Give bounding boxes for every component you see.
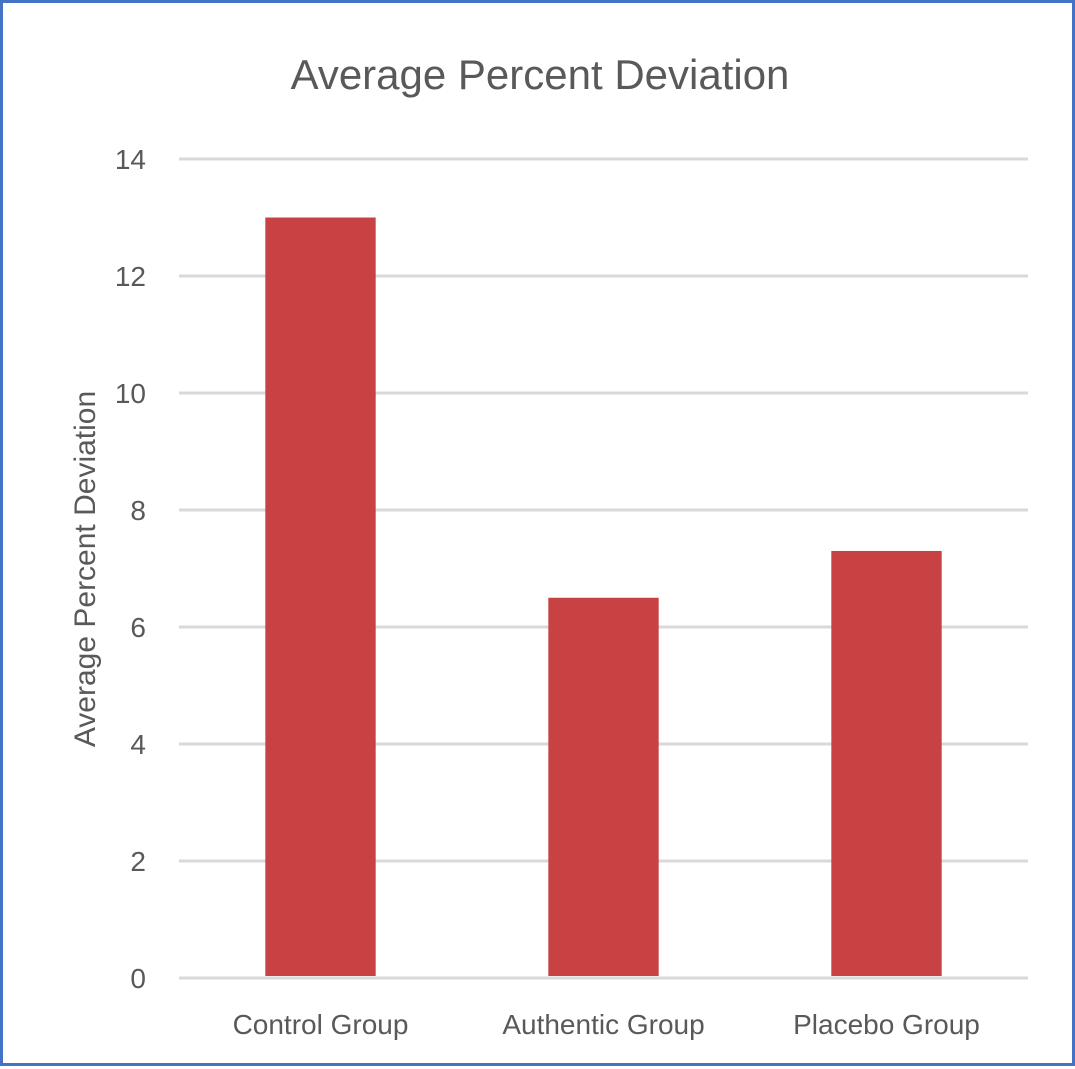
x-tick-label: Placebo Group xyxy=(793,1009,980,1040)
y-tick-label: 14 xyxy=(115,144,146,175)
y-tick-label: 6 xyxy=(130,612,146,643)
bar-placebo-group xyxy=(831,550,942,976)
y-tick-label: 4 xyxy=(130,729,146,760)
x-tick-label: Authentic Group xyxy=(502,1009,704,1040)
bars xyxy=(265,217,942,976)
chart-title: Average Percent Deviation xyxy=(291,51,790,98)
y-tick-labels: 0 2 4 6 8 10 12 14 xyxy=(115,144,146,994)
y-tick-label: 10 xyxy=(115,378,146,409)
x-tick-labels: Control Group Authentic Group Placebo Grou… xyxy=(233,1009,980,1040)
y-tick-label: 12 xyxy=(115,261,146,292)
y-tick-label: 2 xyxy=(130,846,146,877)
bar-authentic-group xyxy=(548,597,659,976)
bar-chart: Average Percent Deviation Average Percen… xyxy=(69,51,1028,1040)
y-tick-label: 0 xyxy=(130,963,146,994)
bar-control-group xyxy=(265,217,376,976)
y-axis-label: Average Percent Deviation xyxy=(69,391,102,747)
x-tick-label: Control Group xyxy=(233,1009,409,1040)
y-tick-label: 8 xyxy=(130,495,146,526)
